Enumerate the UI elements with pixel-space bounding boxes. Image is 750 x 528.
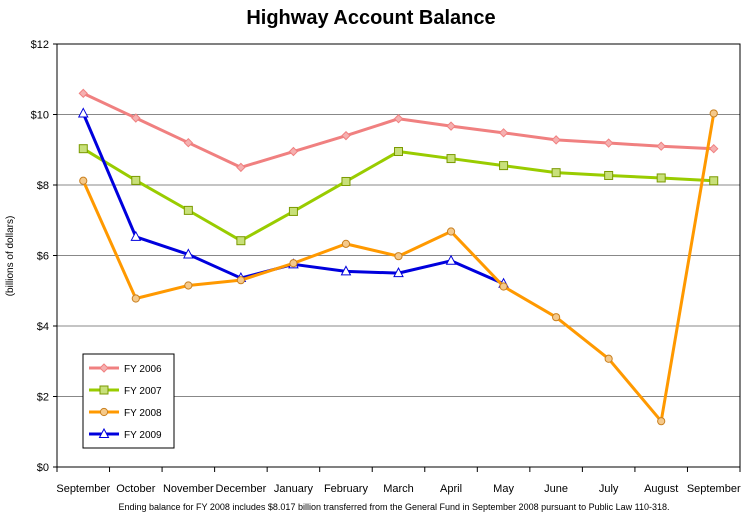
series-layer xyxy=(77,88,719,426)
x-tick-label: January xyxy=(274,483,314,495)
y-tick-label: $2 xyxy=(37,392,49,404)
data-point xyxy=(551,135,561,145)
data-point xyxy=(184,281,193,290)
y-tick-label: $10 xyxy=(31,110,49,122)
data-point xyxy=(445,254,457,265)
data-point xyxy=(236,276,245,285)
footnote: Ending balance for FY 2008 includes $8.0… xyxy=(118,502,669,512)
legend-item: FY 2007 xyxy=(89,385,162,397)
legend: FY 2006 FY 2007 FY 2008 FY 2009 xyxy=(82,353,175,449)
data-point xyxy=(552,313,561,322)
data-point xyxy=(551,168,561,178)
data-point xyxy=(79,176,88,185)
data-point xyxy=(99,407,109,417)
series-fy-2006 xyxy=(78,88,719,173)
y-axis-ticks: $0 $2 $4 $6 $8 $10 $12 xyxy=(31,39,57,474)
y-tick-label: $8 xyxy=(37,180,49,192)
legend-label: FY 2007 xyxy=(124,386,162,397)
x-tick-label: February xyxy=(324,483,369,495)
data-point xyxy=(77,107,89,118)
data-point xyxy=(288,146,299,157)
data-point xyxy=(393,267,404,278)
data-point xyxy=(131,113,141,123)
data-point xyxy=(499,282,508,291)
y-tick-label: $4 xyxy=(37,321,49,333)
legend-box xyxy=(82,353,175,449)
x-tick-label: December xyxy=(216,483,267,495)
y-axis-label: (billions of dollars) xyxy=(5,216,16,297)
data-point xyxy=(183,248,194,259)
x-tick-label: September xyxy=(56,483,110,495)
series-fy-2008 xyxy=(79,109,718,426)
x-tick-label: November xyxy=(163,483,214,495)
data-point xyxy=(130,230,142,241)
data-point xyxy=(394,252,403,261)
x-tick-label: May xyxy=(493,483,514,495)
y-tick-label: $12 xyxy=(31,39,49,51)
data-point xyxy=(98,427,110,438)
legend-label: FY 2009 xyxy=(124,430,162,441)
series-line xyxy=(81,112,505,286)
data-point xyxy=(99,363,109,373)
x-tick-label: July xyxy=(599,483,619,495)
series-line xyxy=(82,147,714,243)
legend-item: FY 2008 xyxy=(89,407,162,419)
data-point xyxy=(604,170,614,180)
series-fy-2007 xyxy=(78,144,719,246)
data-point xyxy=(446,227,456,236)
data-point xyxy=(709,176,719,186)
data-point xyxy=(131,294,140,303)
legend-item: FY 2009 xyxy=(89,427,162,441)
data-point xyxy=(236,162,246,173)
data-point xyxy=(341,239,351,248)
data-point xyxy=(709,143,719,154)
data-point xyxy=(393,114,404,124)
data-point xyxy=(446,154,456,164)
data-point xyxy=(446,121,456,131)
data-point xyxy=(499,161,509,171)
data-point xyxy=(288,206,298,216)
data-point xyxy=(341,176,351,186)
data-point xyxy=(498,128,509,138)
data-point xyxy=(183,205,193,215)
data-point xyxy=(99,385,109,395)
data-point xyxy=(289,259,298,268)
x-tick-label: August xyxy=(644,483,678,495)
legend-label: FY 2008 xyxy=(124,408,162,419)
data-point xyxy=(394,147,403,157)
x-tick-label: October xyxy=(116,483,155,495)
chart-title: Highway Account Balance xyxy=(246,7,495,29)
data-point xyxy=(656,141,666,151)
data-point xyxy=(657,417,666,426)
series-line xyxy=(82,91,714,169)
data-point xyxy=(604,354,613,363)
data-point xyxy=(340,265,352,276)
x-tick-label: September xyxy=(687,483,741,495)
data-point xyxy=(183,137,194,148)
x-axis-ticks: September October November December January F… xyxy=(56,467,741,495)
data-point xyxy=(603,138,614,148)
legend-item: FY 2006 xyxy=(89,363,162,375)
data-point xyxy=(236,236,246,246)
y-tick-label: $6 xyxy=(37,251,49,263)
data-point xyxy=(709,109,718,118)
x-tick-label: June xyxy=(544,483,568,495)
data-point xyxy=(656,173,666,183)
legend-label: FY 2006 xyxy=(124,364,162,375)
x-tick-label: April xyxy=(440,483,462,495)
x-tick-label: March xyxy=(383,483,414,495)
data-point xyxy=(78,144,88,154)
y-tick-label: $0 xyxy=(37,462,49,474)
data-point xyxy=(341,130,351,141)
data-point xyxy=(78,88,88,99)
data-point xyxy=(131,175,141,185)
